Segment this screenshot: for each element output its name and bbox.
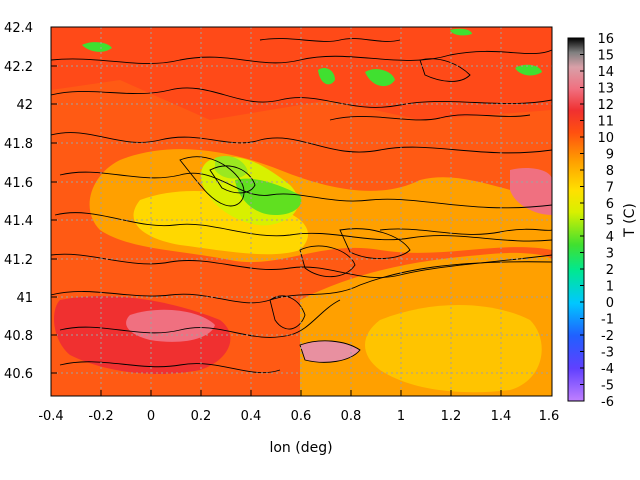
x-tick-label: 0.2 — [191, 409, 212, 424]
colorbar-tick-label: -2 — [601, 329, 614, 344]
x-tick-labels: -0.4 -0.2 0 0.2 0.4 0.6 0.8 1 1.2 1.4 1.… — [38, 409, 559, 424]
y-tick-label: 41.8 — [4, 137, 33, 152]
y-tick-label: 42.4 — [4, 21, 33, 36]
colorbar-tick-label: 16 — [597, 32, 614, 47]
colorbar-tick-label: 2 — [606, 263, 614, 278]
colorbar-tick-label: 7 — [606, 181, 614, 196]
y-tick-label: 40.6 — [4, 367, 33, 382]
colorbar-tick-marks — [580, 37, 584, 402]
y-tick-label: 41 — [16, 291, 33, 306]
colorbar-tick-label: 1 — [606, 280, 614, 295]
contour-lines — [51, 38, 552, 374]
colorbar-tick-label: 3 — [606, 247, 614, 262]
grid-lines — [51, 27, 552, 396]
y-tick-label: 41.4 — [4, 214, 33, 229]
y-tick-label: 40.8 — [4, 329, 33, 344]
colorbar-tick-label: -3 — [601, 346, 614, 361]
colorbar-tick-label: 0 — [606, 296, 614, 311]
colorbar-tick-label: 6 — [606, 197, 614, 212]
colorbar-tick-label: 11 — [597, 115, 614, 130]
x-tick-label: 1.2 — [441, 409, 462, 424]
colorbar-tick-label: 14 — [597, 65, 614, 80]
x-tick-label: 0.6 — [291, 409, 312, 424]
x-tick-label: 0 — [147, 409, 155, 424]
colorbar-tick-label: 9 — [606, 148, 614, 163]
x-tick-label: 0.8 — [341, 409, 362, 424]
x-tick-label: 1.4 — [491, 409, 512, 424]
colorbar-tick-label: -4 — [601, 362, 614, 377]
colorbar-tick-label: 4 — [606, 230, 614, 245]
y-tick-marks — [51, 26, 57, 374]
y-tick-label: 41.6 — [4, 176, 33, 191]
colorbar-tick-label: 10 — [597, 131, 614, 146]
x-axis-label: lon (deg) — [269, 440, 332, 456]
x-tick-label: 0.4 — [241, 409, 262, 424]
colorbar-tick-label: -1 — [601, 313, 614, 328]
colorbar-tick-label: 15 — [597, 49, 614, 64]
colorbar-tick-label: -5 — [601, 379, 614, 394]
colorbar-tick-labels: 16 15 14 13 12 11 10 9 8 7 6 5 4 3 2 1 0… — [597, 32, 614, 410]
y-tick-label: 41.2 — [4, 253, 33, 268]
colorbar-tick-label: 12 — [597, 98, 614, 113]
colorbar-tick-label: 8 — [606, 164, 614, 179]
y-tick-labels: 40.6 40.8 41 41.2 41.4 41.6 41.8 42 42.2… — [4, 21, 33, 382]
x-tick-label: -0.4 — [38, 409, 63, 424]
x-tick-label: 1.6 — [539, 409, 560, 424]
colorbar-tick-label: -6 — [601, 395, 614, 410]
colorbar-tick-label: 5 — [606, 214, 614, 229]
colorbar-label: T (C) — [622, 203, 638, 238]
x-tick-marks — [50, 390, 553, 396]
colorbar-tick-label: 13 — [597, 82, 614, 97]
y-tick-label: 42 — [16, 98, 33, 113]
x-tick-label: 1 — [397, 409, 405, 424]
y-tick-label: 42.2 — [4, 60, 33, 75]
x-tick-label: -0.2 — [88, 409, 113, 424]
